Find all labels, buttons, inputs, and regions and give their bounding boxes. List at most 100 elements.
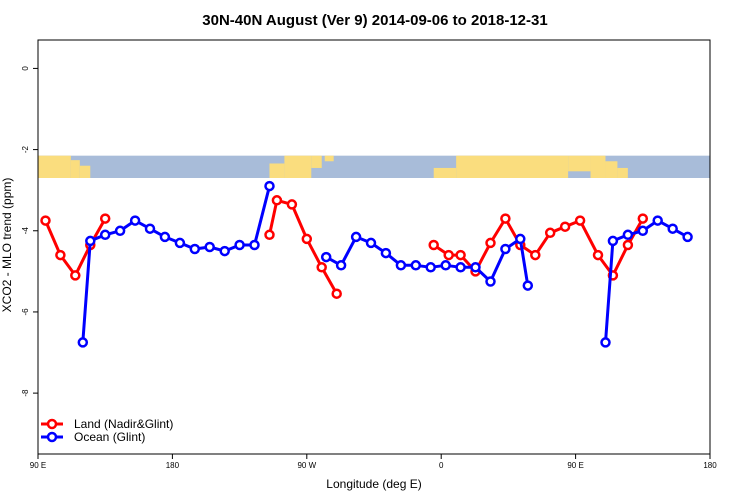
land-point-2-10 bbox=[574, 215, 586, 226]
map-strip bbox=[38, 155, 710, 178]
y-axis-label: XCO2 - MLO trend (ppm) bbox=[0, 178, 14, 313]
y-axis: 0 -2 -4 -6 -8 bbox=[21, 66, 38, 397]
ocean-point-0-11 bbox=[234, 239, 245, 251]
ocean-point-1-10 bbox=[470, 262, 481, 273]
ocean-point-1-13 bbox=[515, 233, 526, 245]
ocean-point-0-3 bbox=[114, 225, 126, 237]
ocean-point-1-5 bbox=[395, 260, 407, 271]
ocean-point-1-2 bbox=[350, 231, 362, 243]
x-tick-label-4: 90 E bbox=[567, 461, 583, 470]
map-land-10 bbox=[590, 155, 606, 178]
x-tick-label-5: 180 bbox=[703, 461, 717, 470]
land-point-2-11 bbox=[592, 249, 604, 261]
land-series-line-0 bbox=[44, 217, 107, 277]
ocean-point-1-4 bbox=[380, 247, 392, 259]
x-tick-label-0: 90 E bbox=[30, 461, 46, 470]
ocean-point-1-9 bbox=[455, 262, 466, 273]
ocean-point-1-1 bbox=[335, 260, 347, 271]
map-land-3 bbox=[284, 155, 312, 178]
land-series-line-1 bbox=[268, 198, 339, 295]
land-point-2-13 bbox=[622, 239, 634, 251]
x-tick-label-3: 0 bbox=[439, 461, 444, 470]
land-point-0-1 bbox=[55, 249, 66, 261]
land-point-2-4 bbox=[485, 237, 496, 249]
ocean-point-0-8 bbox=[189, 243, 201, 255]
ocean-point-1-14 bbox=[522, 280, 534, 291]
land-point-2-9 bbox=[559, 221, 571, 232]
land-point-2-7 bbox=[530, 249, 541, 261]
ocean-point-0-1 bbox=[85, 235, 96, 247]
x-tick-label-1: 180 bbox=[166, 461, 180, 470]
x-axis-label: Longitude (deg E) bbox=[326, 477, 421, 491]
land-point-0-0 bbox=[40, 215, 51, 226]
land-point-1-2 bbox=[286, 199, 298, 210]
legend-land-marker bbox=[46, 418, 58, 430]
map-land-2 bbox=[79, 165, 91, 178]
y-tick-label-4: -8 bbox=[21, 389, 30, 397]
land-point-1-0 bbox=[264, 229, 275, 241]
ocean-point-0-0 bbox=[77, 337, 89, 348]
ocean-series-line-2 bbox=[604, 219, 689, 343]
series-layer bbox=[40, 180, 693, 348]
ocean-point-0-13 bbox=[264, 180, 275, 192]
ocean-point-2-3 bbox=[637, 225, 649, 237]
land-point-1-5 bbox=[331, 288, 342, 299]
land-point-2-8 bbox=[544, 227, 556, 239]
ocean-point-2-2 bbox=[622, 229, 634, 241]
map-land-5 bbox=[269, 163, 285, 178]
chart-title: 30N-40N August (Ver 9) 2014-09-06 to 201… bbox=[202, 12, 547, 29]
ocean-point-1-7 bbox=[425, 262, 436, 273]
ocean-point-0-2 bbox=[99, 229, 111, 241]
ocean-series-line-0 bbox=[81, 185, 271, 343]
ocean-point-1-6 bbox=[410, 260, 422, 271]
ocean-point-1-12 bbox=[500, 243, 511, 255]
legend-ocean-marker bbox=[46, 431, 58, 443]
land-point-1-1 bbox=[271, 195, 283, 206]
ocean-point-1-11 bbox=[485, 276, 496, 287]
legend-ocean-label: Ocean (Glint) bbox=[74, 430, 145, 444]
land-point-0-4 bbox=[99, 213, 111, 224]
map-land-9 bbox=[568, 155, 591, 172]
map-land-4 bbox=[311, 155, 322, 168]
ocean-point-0-4 bbox=[129, 215, 141, 226]
ocean-point-1-3 bbox=[365, 237, 377, 249]
map-land-1 bbox=[70, 160, 80, 178]
map-land-8 bbox=[433, 167, 457, 178]
map-land-7 bbox=[456, 155, 569, 178]
legend-land-label: Land (Nadir&Glint) bbox=[74, 417, 173, 431]
map-land-11 bbox=[605, 161, 618, 178]
x-tick-label-2: 90 W bbox=[297, 461, 316, 470]
y-tick-label-0: 0 bbox=[21, 66, 30, 71]
legend: Land (Nadir&Glint) Ocean (Glint) bbox=[41, 417, 173, 444]
ocean-point-2-0 bbox=[600, 337, 611, 348]
land-point-2-5 bbox=[500, 213, 511, 224]
map-land-6 bbox=[324, 155, 334, 162]
land-point-0-2 bbox=[70, 270, 81, 281]
ocean-point-0-9 bbox=[204, 241, 215, 253]
x-axis: 90 E 180 90 W 0 90 E 180 bbox=[30, 454, 717, 470]
land-point-2-1 bbox=[443, 249, 454, 261]
map-land-12 bbox=[617, 167, 628, 178]
ocean-point-0-7 bbox=[174, 237, 186, 249]
ocean-series-line-1 bbox=[325, 235, 530, 286]
map-land-0 bbox=[38, 155, 71, 178]
land-point-2-0 bbox=[428, 239, 439, 251]
ocean-point-0-6 bbox=[159, 231, 171, 243]
land-point-1-4 bbox=[316, 262, 327, 273]
ocean-point-2-4 bbox=[652, 215, 663, 226]
land-point-1-3 bbox=[301, 233, 313, 245]
plot-frame bbox=[37, 39, 711, 455]
ocean-point-0-5 bbox=[144, 223, 156, 234]
ocean-point-1-8 bbox=[440, 260, 451, 271]
ocean-point-1-0 bbox=[320, 251, 332, 263]
y-tick-label-2: -4 bbox=[21, 227, 30, 235]
land-point-2-2 bbox=[455, 249, 466, 261]
ocean-point-2-5 bbox=[667, 223, 678, 234]
y-tick-label-3: -6 bbox=[21, 308, 30, 316]
land-point-2-14 bbox=[637, 213, 649, 224]
ocean-point-2-1 bbox=[607, 235, 619, 247]
ocean-point-2-6 bbox=[682, 231, 693, 243]
y-tick-label-1: -2 bbox=[21, 145, 30, 153]
ocean-point-0-12 bbox=[249, 239, 260, 251]
